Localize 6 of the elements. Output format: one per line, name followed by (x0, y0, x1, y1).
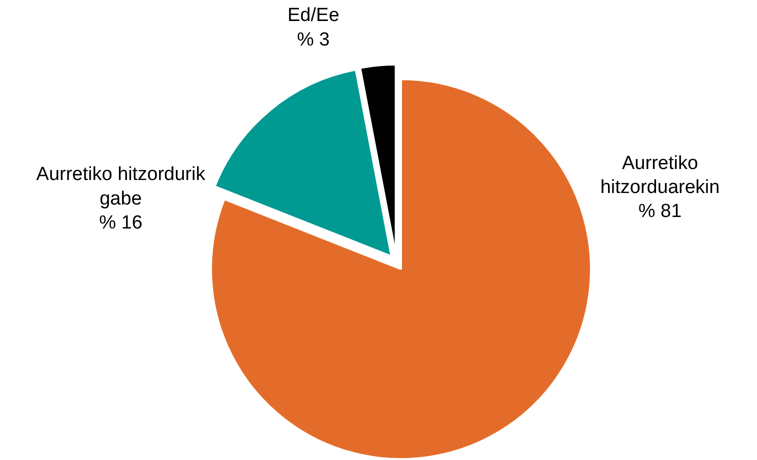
slice-label: Aurretiko hitzordurik gabe (36, 164, 206, 210)
slice-label: Ed/Ee (288, 5, 340, 26)
data-label: % 81 (638, 201, 682, 222)
data-label: % 3 (297, 29, 330, 50)
slice-label: Aurretiko hitzorduarekin (600, 152, 720, 198)
data-label: % 16 (99, 212, 142, 234)
